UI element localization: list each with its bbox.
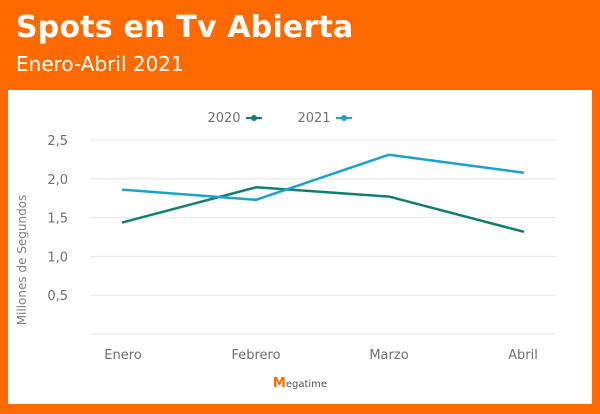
brand-logo: Megatime bbox=[8, 376, 592, 391]
y-axis-ticks: 0,5 1,0 1,5 2,0 2,5 bbox=[47, 134, 68, 304]
y-tick-label: 0,5 bbox=[47, 289, 68, 304]
y-tick-label: 2,0 bbox=[47, 173, 68, 188]
legend-item-2021: 2021 bbox=[297, 111, 352, 126]
legend-item-2020: 2020 bbox=[207, 111, 262, 126]
chart-panel: 0,5 1,0 1,5 2,0 2,5 Enero Febrero Marzo Abril 2… bbox=[8, 90, 592, 404]
x-tick-label: Febrero bbox=[231, 348, 280, 363]
legend-label: 2021 bbox=[297, 111, 330, 126]
y-axis-title: Millones de Segundos bbox=[15, 195, 29, 326]
brand-logo-text: egatime bbox=[285, 379, 328, 390]
series-line-2020 bbox=[121, 186, 525, 233]
line-chart: 0,5 1,0 1,5 2,0 2,5 Enero Febrero Marzo Abril 2… bbox=[15, 111, 556, 363]
legend-label: 2020 bbox=[207, 111, 240, 126]
x-tick-label: Enero bbox=[104, 348, 142, 363]
x-tick-label: Marzo bbox=[369, 348, 408, 363]
legend-swatch-marker bbox=[341, 115, 347, 121]
grid-lines bbox=[90, 139, 556, 335]
x-axis-ticks: Enero Febrero Marzo Abril bbox=[104, 348, 538, 363]
y-tick-label: 2,5 bbox=[47, 134, 68, 149]
x-tick-label: Abril bbox=[508, 348, 538, 363]
series-line-2021 bbox=[121, 153, 525, 202]
chart-subtitle: Enero-Abril 2021 bbox=[16, 52, 184, 76]
chart-title: Spots en Tv Abierta bbox=[16, 10, 354, 45]
series-lines bbox=[121, 153, 525, 233]
legend-swatch-marker bbox=[251, 115, 257, 121]
y-tick-label: 1,5 bbox=[47, 212, 68, 227]
legend: 2020 2021 bbox=[207, 111, 352, 126]
y-tick-label: 1,0 bbox=[47, 250, 68, 265]
brand-logo-mark: M bbox=[272, 376, 286, 391]
